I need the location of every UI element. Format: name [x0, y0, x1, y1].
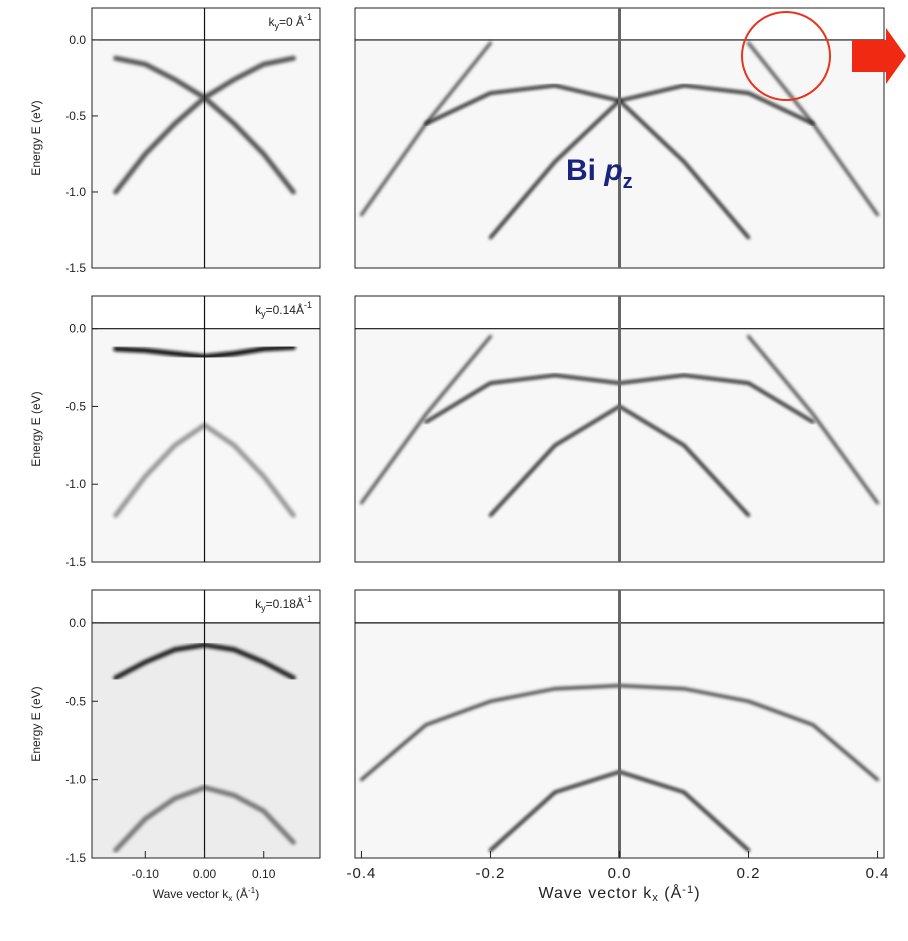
y-tick-label: -1.0: [65, 477, 86, 491]
x-label-sup: -1: [248, 885, 256, 895]
x-label-sub: x: [228, 893, 233, 903]
x-label-text: (Å: [659, 883, 682, 902]
x-axis-label: Wave vector kx (Å-1): [538, 883, 700, 904]
annotation-sub: y: [261, 603, 266, 613]
y-tick-label: 0.0: [69, 33, 86, 47]
highlight-arrow: [852, 28, 906, 84]
x-tick-label: -0.4: [347, 865, 377, 882]
y-tick-label: -0.5: [65, 694, 86, 708]
x-label-text: Wave vector k: [153, 887, 230, 901]
annotation-sub: y: [274, 21, 279, 31]
panel: [354, 295, 885, 563]
x-tick-label: 0.2: [737, 865, 761, 882]
y-tick-label: 0.0: [69, 322, 86, 336]
annotation-text: k: [255, 597, 262, 611]
panel-annotation: ky=0 Å-1: [268, 12, 312, 31]
annotation-sup: -1: [304, 300, 312, 310]
panel-annotation: ky=0.14Å-1: [255, 300, 312, 319]
y-tick-label: -0.5: [65, 399, 86, 413]
annotation-sup: -1: [304, 594, 312, 604]
x-tick-label: 0.0: [608, 865, 632, 882]
x-label-text: ): [694, 885, 700, 902]
x-axis-label: Wave vector kx (Å-1): [153, 885, 260, 903]
x-tick-label: 0.4: [866, 865, 890, 882]
band-label: Bi pz: [566, 154, 633, 193]
panel: 0.0 -0.5 -1.0 -1.5 Energy E (eV) ky=0 Å-1: [29, 7, 321, 275]
y-tick-label: 0.0: [69, 616, 86, 630]
x-tick-label: 0.00: [193, 867, 217, 881]
annotation-text: k: [268, 15, 275, 29]
y-tick-label: -1.5: [65, 261, 86, 275]
annotation-box: [220, 9, 319, 39]
band-label-sub: z: [623, 171, 633, 193]
highlight-circle: [741, 11, 831, 101]
x-label-text: (Å: [232, 886, 247, 901]
annotation-text: =0.18Å: [266, 596, 304, 611]
y-axis-label: Energy E (eV): [29, 391, 43, 466]
y-tick-label: -1.0: [65, 773, 86, 787]
y-tick-label: -1.5: [65, 555, 86, 569]
annotation-text: k: [255, 303, 262, 317]
x-tick-label: 0.10: [252, 867, 276, 881]
annotation-text: =0.14Å: [266, 302, 304, 317]
annotation-sub: y: [261, 309, 266, 319]
annotation-sup: -1: [304, 12, 312, 22]
band-label-italic: p: [603, 154, 622, 187]
y-tick-label: -0.5: [65, 109, 86, 123]
panel: 0.0 -0.5 -1.0 -1.5 -0.10 0.00 0.10 Energy E (eV…: [29, 589, 321, 903]
annotation-text: =0 Å: [279, 14, 304, 29]
plot-background: [91, 589, 321, 859]
y-axis-label: Energy E (eV): [29, 100, 43, 175]
x-label-text: ): [255, 887, 259, 901]
x-label-sub: x: [652, 892, 659, 904]
annotation-box: [220, 591, 319, 622]
x-label-text: Wave vector k: [538, 885, 652, 902]
panel-annotation: ky=0.18Å-1: [255, 594, 312, 613]
band-label-text: Bi: [566, 154, 604, 187]
panel: Bi pz: [354, 7, 885, 269]
panel: -0.4 -0.2 0.0 0.2 0.4 Wave vector kx (Å-1): [347, 589, 890, 904]
x-label-sup: -1: [682, 884, 694, 896]
y-tick-label: -1.5: [65, 851, 86, 865]
annotation-box: [220, 297, 319, 328]
panel: 0.0 -0.5 -1.0 -1.5 Energy E (eV) ky=0.14Å-1: [29, 295, 321, 569]
y-tick-label: -1.0: [65, 185, 86, 199]
x-tick-label: -0.10: [132, 867, 160, 881]
y-axis-label: Energy E (eV): [29, 686, 43, 761]
x-tick-label: -0.2: [476, 865, 506, 882]
band: [360, 334, 879, 505]
plot-background: [91, 7, 321, 269]
